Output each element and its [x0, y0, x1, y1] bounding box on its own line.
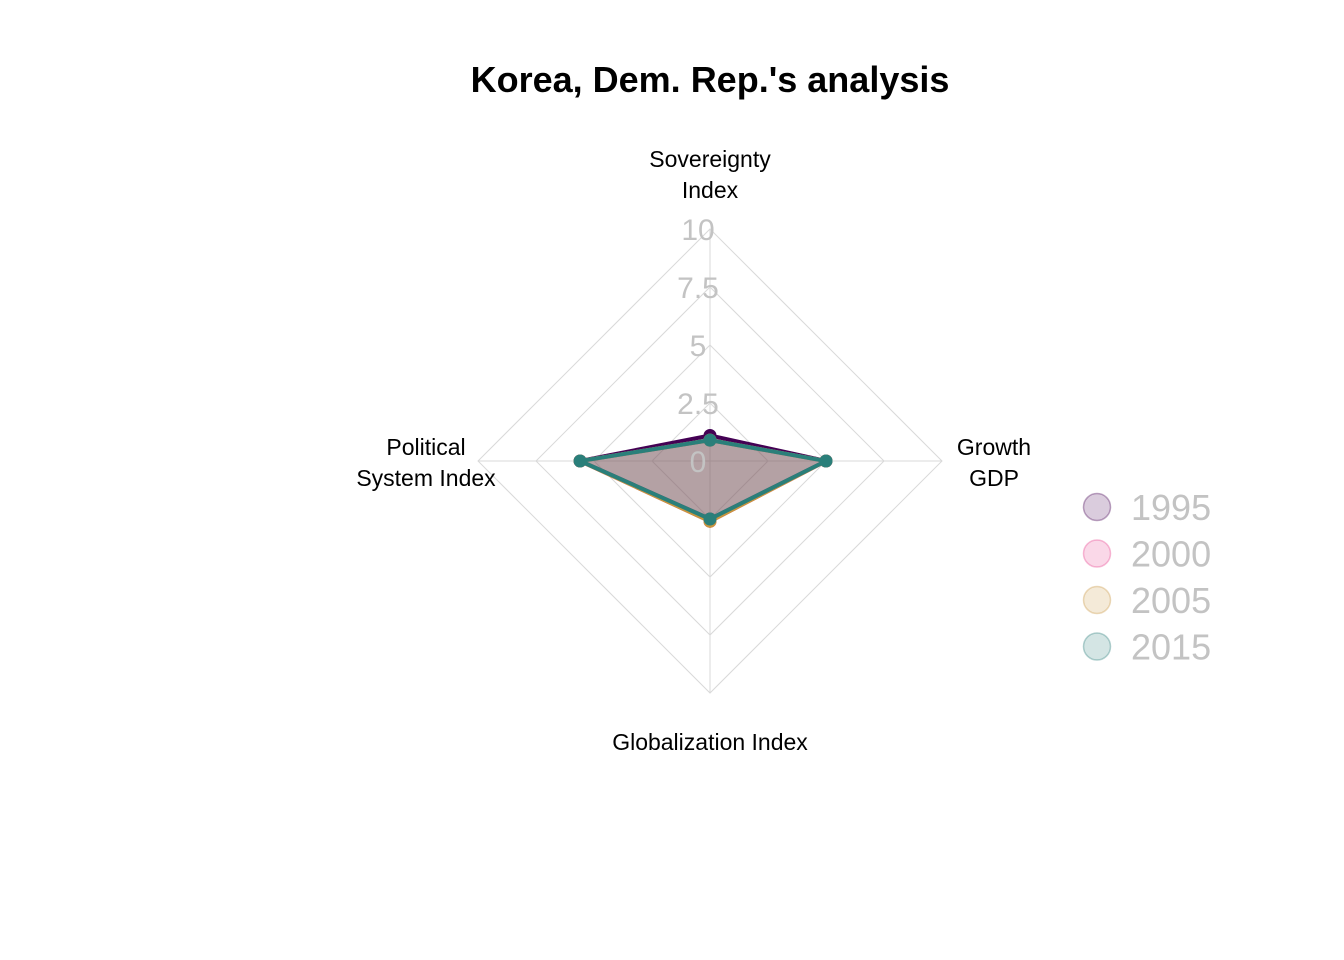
legend-label-1995: 1995 [1131, 487, 1211, 528]
tick-label: 2.5 [677, 388, 719, 421]
legend-swatch-1995 [1082, 492, 1112, 522]
tick-labels: 0 2.5 5 7.5 10 [677, 214, 719, 479]
data-point-2015 [819, 454, 833, 468]
legend-label-2015: 2015 [1131, 627, 1211, 668]
axis-labels: Sovereignty Index Growth GDP Globalization I… [356, 146, 1031, 755]
axis-label: Growth GDP [957, 434, 1031, 491]
tick-label: 5 [690, 330, 707, 363]
data-point-2015 [703, 433, 717, 447]
axis-label: Globalization Index [612, 729, 808, 755]
data-point-2015 [573, 454, 587, 468]
axis-label-line: Political [386, 434, 465, 460]
legend-swatch-2005 [1082, 585, 1112, 615]
data-point-2015 [703, 512, 717, 526]
axis-label-line: System Index [356, 465, 496, 491]
legend-swatch-2000 [1082, 539, 1112, 568]
axis-label-line: Growth [957, 434, 1031, 460]
legend-label-2005: 2005 [1131, 580, 1211, 621]
series-group [573, 428, 833, 528]
axis-label: Political System Index [356, 434, 496, 491]
axis-label: Sovereignty Index [649, 146, 771, 203]
axis-label-line: Index [682, 177, 739, 203]
axis-label-line: GDP [969, 465, 1019, 491]
axis-label-line: Globalization Index [612, 729, 808, 755]
tick-label: 10 [681, 214, 714, 247]
legend: 1995 2000 2005 2015 [1082, 487, 1211, 668]
chart-title: Korea, Dem. Rep.'s analysis [471, 59, 950, 100]
axis-label-line: Sovereignty [649, 146, 771, 172]
tick-label: 0 [690, 446, 707, 479]
tick-label: 7.5 [677, 272, 719, 305]
legend-label-2000: 2000 [1131, 534, 1211, 575]
legend-swatch-2015 [1082, 632, 1112, 661]
